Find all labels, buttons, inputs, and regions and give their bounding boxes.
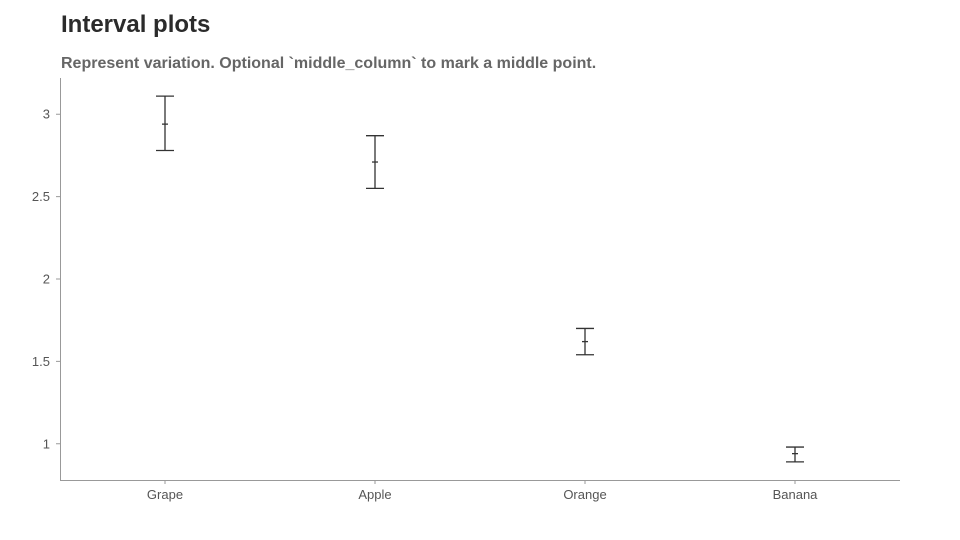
interval-grape — [156, 95, 174, 152]
y-tick-label: 1.5 — [32, 354, 50, 369]
interval-orange — [576, 327, 594, 356]
y-tick-label: 3 — [43, 107, 50, 122]
x-tick-label: Grape — [147, 487, 183, 502]
chart-title: Interval plots — [61, 11, 211, 38]
chart-subtitle: Represent variation. Optional `middle_co… — [61, 55, 597, 72]
interval-apple — [366, 135, 384, 190]
y-tick-label: 2 — [43, 272, 50, 287]
y-tick-label: 2.5 — [32, 189, 50, 204]
interval-banana — [786, 446, 804, 463]
x-axis-ticks: Grape Apple Orange Banana — [147, 480, 818, 502]
x-tick-label: Banana — [773, 487, 819, 502]
x-tick-label: Apple — [358, 487, 391, 502]
interval-marks — [156, 95, 804, 463]
y-tick-label: 1 — [43, 436, 50, 451]
x-tick-label: Orange — [563, 487, 606, 502]
y-axis-ticks: 1 1.5 2 2.5 3 — [32, 107, 60, 451]
